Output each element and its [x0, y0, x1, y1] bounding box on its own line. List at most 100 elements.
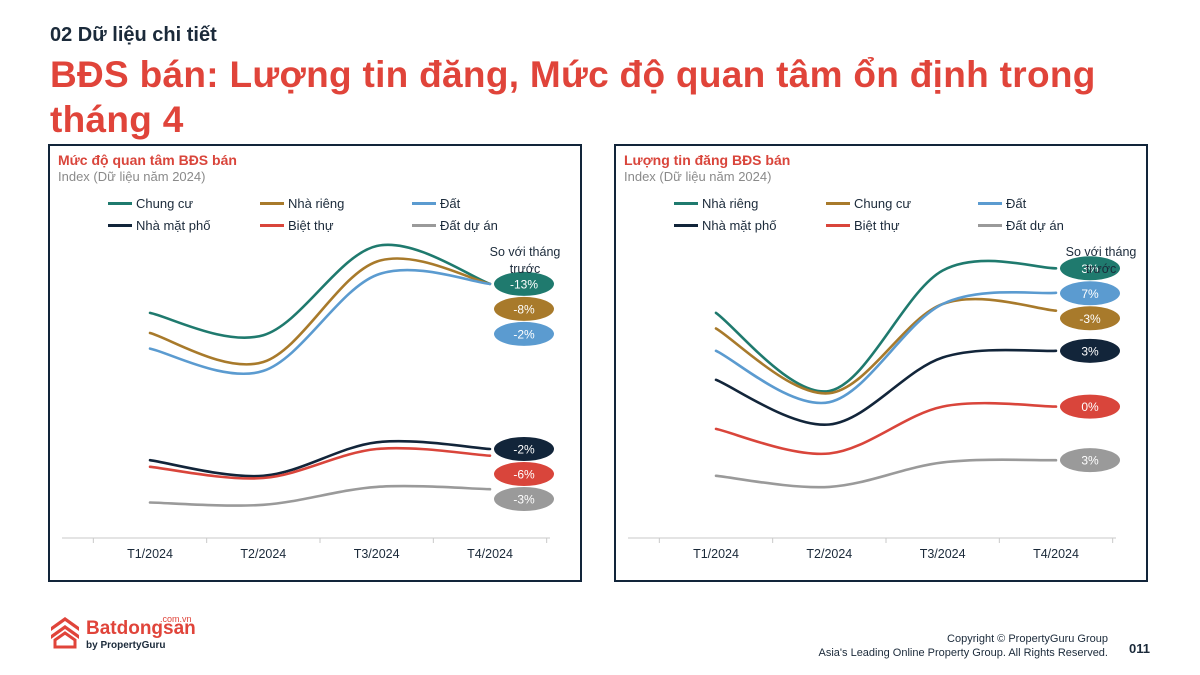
change-badge-nha-rieng: 3%: [1060, 256, 1120, 281]
legend-item-dat: Đất: [412, 196, 460, 212]
badge-shape: [1060, 394, 1120, 419]
change-badge-dat-du-an: -3%: [494, 487, 554, 511]
legend-item-chung-cu: Chung cư: [108, 196, 193, 212]
change-badge-chung-cu: -3%: [1060, 306, 1120, 331]
series-line-nha-mat-pho: [714, 348, 1058, 426]
change-badge-dat: -2%: [494, 321, 554, 346]
house-logo-icon: [51, 617, 79, 649]
legend-label: Biệt thự: [288, 218, 334, 233]
comparison-label: So với tháng trước: [1065, 245, 1137, 276]
badge-label: -3%: [513, 493, 535, 507]
badge-shape: [1060, 306, 1120, 331]
badge-label: -8%: [513, 302, 535, 316]
legend-label: Chung cư: [136, 196, 194, 211]
series-line-dat: [148, 268, 492, 376]
legend-label: Nhà mặt phố: [136, 218, 211, 233]
series-line-biet-thu: [148, 446, 492, 480]
x-tick-label: T4/2024: [1033, 547, 1079, 561]
line-chart-svg: T1/2024 T2/2024 T3/2024 T4/2024 3% 7% -3% 3% 0% 3…: [628, 256, 1120, 561]
legend-item-chung-cu: Chung cư: [826, 196, 911, 212]
legend-item-biet-thu: Biệt thự: [260, 218, 334, 234]
badge-label: -2%: [513, 443, 535, 457]
legend-item-nha-rieng: Nhà riêng: [674, 196, 758, 212]
change-badge-nha-rieng: -8%: [494, 296, 554, 321]
legend-label: Nhà riêng: [702, 196, 759, 211]
chart-subtitle: Index (Dữ liệu năm 2024): [58, 169, 206, 184]
tagline-text: Asia's Leading Online Property Group. Al…: [818, 647, 1108, 659]
change-badge-dat-du-an: 3%: [1060, 448, 1120, 473]
badge-label: 0%: [1081, 400, 1099, 414]
logo-domain: .com.vn: [160, 614, 192, 624]
badge-shape: [494, 271, 554, 296]
legend-item-dat-du-an: Đất dự án: [978, 218, 1064, 234]
badge-shape: [1060, 281, 1120, 306]
page-title: BĐS bán: Lượng tin đăng, Mức độ quan tâm…: [50, 54, 1096, 140]
chart-subtitle: Index (Dữ liệu năm 2024): [624, 169, 772, 184]
legend-label: Chung cư: [854, 196, 912, 211]
badge-label: 3%: [1081, 344, 1099, 358]
x-tick-label: T2/2024: [806, 547, 852, 561]
legend-swatch: [674, 202, 698, 206]
x-tick-label: T1/2024: [127, 547, 173, 561]
badge-shape: [494, 321, 554, 346]
legend-swatch: [674, 224, 698, 228]
legend-label: Nhà mặt phố: [702, 218, 777, 233]
legend-label: Đất: [1006, 196, 1027, 211]
badge-label: -3%: [1079, 312, 1101, 326]
legend-item-nha-mat-pho: Nhà mặt phố: [108, 218, 210, 234]
legend-swatch: [826, 224, 850, 228]
change-badge-dat: 7%: [1060, 281, 1120, 306]
batdongsan-logo: Batdongsan .com.vn by PropertyGuru: [48, 614, 208, 654]
badge-label: -6%: [513, 468, 535, 482]
section-label: 02 Dữ liệu chi tiết: [50, 24, 217, 46]
change-badge-chung-cu: -13%: [494, 271, 554, 296]
chart-title: Lượng tin đăng BĐS bán: [624, 152, 791, 168]
badge-shape: [1060, 448, 1120, 473]
badge-shape: [494, 462, 554, 486]
legend-label: Nhà riêng: [288, 196, 345, 211]
series-line-dat: [714, 290, 1058, 405]
x-tick-label: T2/2024: [240, 547, 286, 561]
badge-shape: [494, 437, 554, 461]
legend-label: Đất: [440, 196, 461, 211]
series-line-nha-mat-pho: [148, 439, 492, 478]
chart-title: Mức độ quan tâm BĐS bán: [58, 152, 237, 168]
series-line-chung-cu: [148, 243, 492, 339]
badge-label: 3%: [1081, 262, 1099, 276]
comparison-label: So với tháng trước: [489, 245, 561, 276]
badge-label: -13%: [510, 277, 538, 291]
badge-shape: [494, 296, 554, 321]
series-line-dat-du-an: [148, 484, 492, 507]
legend-swatch: [260, 224, 284, 228]
series-line-nha-rieng: [148, 257, 492, 366]
series-line-biet-thu: [714, 401, 1058, 456]
series-line-dat-du-an: [714, 458, 1058, 489]
badge-label: 7%: [1081, 287, 1099, 301]
badge-shape: [1060, 338, 1120, 363]
logo-name: Batdongsan: [86, 618, 196, 639]
badge-shape: [494, 487, 554, 511]
x-tick-label: T3/2024: [354, 547, 400, 561]
change-badge-biet-thu: 0%: [1060, 394, 1120, 419]
badge-shape: [1060, 256, 1120, 281]
copyright-text: Copyright © PropertyGuru Group: [947, 633, 1108, 645]
x-tick-label: T4/2024: [467, 547, 513, 561]
series-line-chung-cu: [714, 297, 1058, 395]
x-tick-label: T3/2024: [920, 547, 966, 561]
legend-swatch: [108, 224, 132, 228]
legend-swatch: [260, 202, 284, 206]
change-badge-nha-mat-pho: 3%: [1060, 338, 1120, 363]
x-tick-label: T1/2024: [693, 547, 739, 561]
change-badge-biet-thu: -6%: [494, 462, 554, 486]
chart-panel-interest: T1/2024 T2/2024 T3/2024 T4/2024 -13% -8% -2% -2…: [48, 144, 582, 582]
legend-swatch: [978, 224, 1002, 228]
legend-swatch: [412, 202, 436, 206]
logo-by: by PropertyGuru: [86, 640, 166, 651]
badge-label: -2%: [513, 327, 535, 341]
badge-label: 3%: [1081, 454, 1099, 468]
legend-item-biet-thu: Biệt thự: [826, 218, 900, 234]
series-line-nha-rieng: [714, 259, 1058, 393]
legend-label: Biệt thự: [854, 218, 900, 233]
legend-swatch: [978, 202, 1002, 206]
legend-item-nha-rieng: Nhà riêng: [260, 196, 344, 212]
